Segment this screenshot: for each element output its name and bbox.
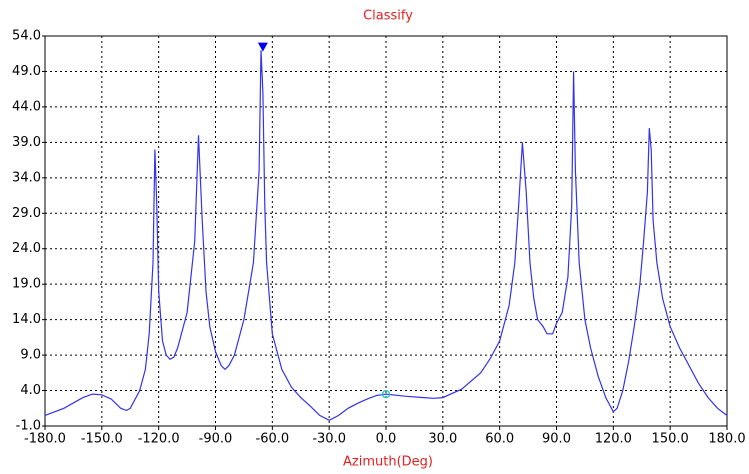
marker: [381, 389, 391, 399]
marker: [257, 42, 268, 52]
y-tick-label: 44.0: [12, 99, 41, 114]
y-tick-label: 9.0: [20, 348, 41, 363]
x-tick-label: 60.0: [485, 432, 514, 447]
x-tick-label: -60.0: [256, 432, 290, 447]
y-tick-label: 4.0: [20, 383, 41, 398]
x-tick-label: 30.0: [428, 432, 457, 447]
chart-title: Classify: [363, 9, 413, 24]
y-tick-label: 39.0: [12, 135, 41, 150]
x-tick-label: 150.0: [652, 432, 689, 447]
y-tick-label: -1.0: [16, 419, 41, 434]
x-tick-label: 90.0: [542, 432, 571, 447]
y-tick-label: 49.0: [12, 64, 41, 79]
y-tick-label: 29.0: [12, 206, 41, 221]
y-tick-label: 19.0: [12, 277, 41, 292]
data-line: [44, 50, 728, 421]
x-tick-label: 120.0: [595, 432, 632, 447]
y-tick-label: 24.0: [12, 241, 41, 256]
y-tick-label: 54.0: [12, 29, 41, 44]
x-tick-label: 0.0: [376, 432, 397, 447]
x-tick-label: -120.0: [138, 432, 180, 447]
x-tick-label: -90.0: [199, 432, 233, 447]
x-tick-label: -150.0: [81, 432, 123, 447]
x-tick-label: -30.0: [312, 432, 346, 447]
x-tick-label: 180.0: [708, 432, 745, 447]
x-tick-label: -180.0: [24, 432, 66, 447]
y-tick-label: 14.0: [12, 312, 41, 327]
plot-frame: [44, 35, 728, 427]
x-axis-label: Azimuth(Deg): [343, 455, 433, 470]
y-tick-label: 34.0: [12, 170, 41, 185]
